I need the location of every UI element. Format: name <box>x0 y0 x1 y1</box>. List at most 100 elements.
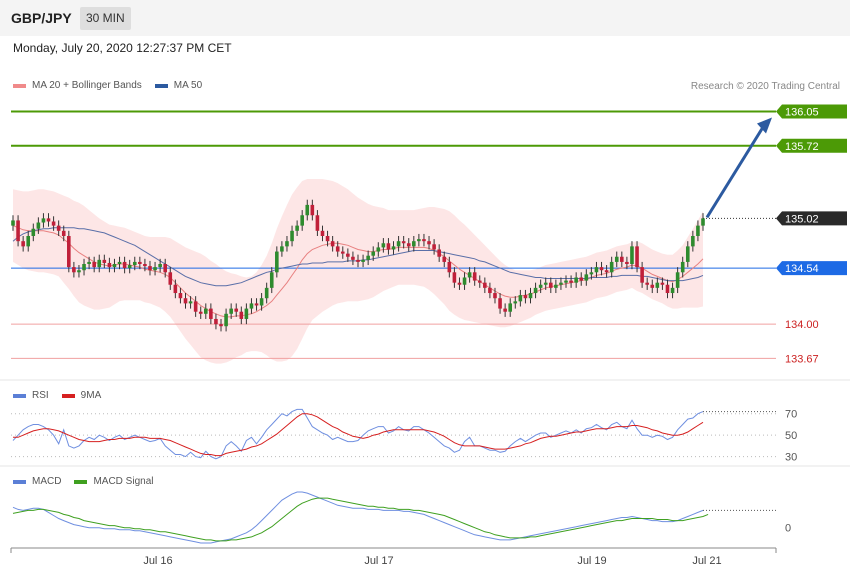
x-tick-label: Jul 19 <box>577 555 606 567</box>
candle-body <box>559 282 563 285</box>
candle-body <box>483 282 487 288</box>
macd-tick-label: 0 <box>785 523 791 535</box>
candle-body <box>493 293 497 299</box>
candle-body <box>447 261 452 273</box>
rsi-tick-label: 30 <box>785 452 797 464</box>
candle-body <box>538 284 543 288</box>
macd-signal-line <box>12 497 709 542</box>
candle-body <box>386 243 391 250</box>
candle-body <box>472 272 477 281</box>
candle-body <box>11 220 15 226</box>
candle-body <box>51 221 56 226</box>
candle-body <box>498 298 502 309</box>
candle-body <box>295 225 299 231</box>
candle-body <box>701 218 705 226</box>
candle-body <box>168 272 173 285</box>
macd-legend: MACD MACD Signal <box>13 476 153 487</box>
candle-body <box>26 236 31 247</box>
candle-body <box>432 244 436 250</box>
candle-body <box>554 284 558 288</box>
level-label-0: 136.05 <box>785 107 819 119</box>
candle-body <box>300 215 304 226</box>
candle-body <box>650 284 655 288</box>
candle-body <box>655 282 660 288</box>
candle-body <box>46 218 51 222</box>
candle-body <box>315 215 320 231</box>
candle-body <box>620 256 624 262</box>
candle-body <box>391 246 396 250</box>
rsi-pane: 70 50 30 <box>11 409 797 464</box>
candle-body <box>77 270 81 273</box>
candle-body <box>630 246 634 264</box>
candle-body <box>371 251 376 256</box>
legend-swatch-macd-signal <box>74 479 88 484</box>
candle-body <box>198 311 203 314</box>
candle-body <box>452 272 457 283</box>
candle-body <box>148 266 152 271</box>
legend-swatch-macd <box>13 479 26 484</box>
candle-body <box>442 256 447 262</box>
candle-body <box>16 220 20 242</box>
candle-body <box>234 308 239 312</box>
candle-body <box>569 280 573 283</box>
candle-body <box>594 267 599 273</box>
legend-label-rsi: RSI <box>32 390 49 401</box>
candle-body <box>224 313 228 327</box>
price-levels: 136.05 135.72 135.02 134.54 134.00 133.67 <box>11 104 847 365</box>
candle-body <box>457 282 462 285</box>
candle-body <box>249 303 254 309</box>
candle-body <box>335 246 340 252</box>
candle-body <box>427 241 431 245</box>
candle-body <box>467 272 472 278</box>
candle-body <box>417 239 421 242</box>
level-label-4: 134.00 <box>785 319 819 331</box>
rsi-tick-label: 70 <box>785 409 797 421</box>
legend-swatch-rsi <box>13 393 26 398</box>
candle-body <box>548 282 553 288</box>
candle-body <box>219 324 223 327</box>
forecast-arrow <box>705 117 772 219</box>
candle-body <box>584 274 589 281</box>
candle-body <box>188 301 193 304</box>
x-tick-label: Jul 17 <box>364 555 393 567</box>
candle-body <box>696 225 700 236</box>
level-label-5: 133.67 <box>785 353 819 365</box>
candle-body <box>127 265 132 269</box>
candle-body <box>21 241 25 247</box>
level-label-1: 135.72 <box>785 141 819 153</box>
candle-body <box>462 277 467 285</box>
level-tag-3 <box>776 261 847 276</box>
candle-body <box>158 264 162 268</box>
candle-body <box>437 249 441 257</box>
candle-body <box>209 308 213 319</box>
candle-body <box>508 303 513 312</box>
candle-body <box>356 259 360 262</box>
candle-body <box>264 287 269 299</box>
candle-body <box>244 308 249 319</box>
x-tick-label: Jul 16 <box>143 555 172 567</box>
arrow-head <box>757 117 772 134</box>
timestamp: Monday, July 20, 2020 12:27:37 PM CET <box>13 41 232 55</box>
timeframe-button[interactable]: 30 MIN <box>80 7 131 30</box>
candle-body <box>41 218 46 223</box>
candle-body <box>381 243 386 248</box>
candle-body <box>660 282 665 285</box>
candle-body <box>513 301 518 304</box>
level-tag-1 <box>776 138 847 153</box>
candle-body <box>61 230 66 236</box>
candle-body <box>346 253 350 257</box>
candle-body <box>92 261 96 268</box>
candle-body <box>290 230 294 242</box>
currency-pair: GBP/JPY <box>11 10 72 26</box>
level-label-2: 135.02 <box>785 213 819 225</box>
candle-body <box>361 259 365 262</box>
candle-body <box>173 284 178 294</box>
candle-body <box>488 287 492 294</box>
candle-body <box>122 261 127 269</box>
candle-body <box>254 303 259 306</box>
candle-body <box>579 277 584 281</box>
candle-body <box>376 247 381 252</box>
candle-body <box>259 298 264 306</box>
candle-body <box>36 222 41 229</box>
